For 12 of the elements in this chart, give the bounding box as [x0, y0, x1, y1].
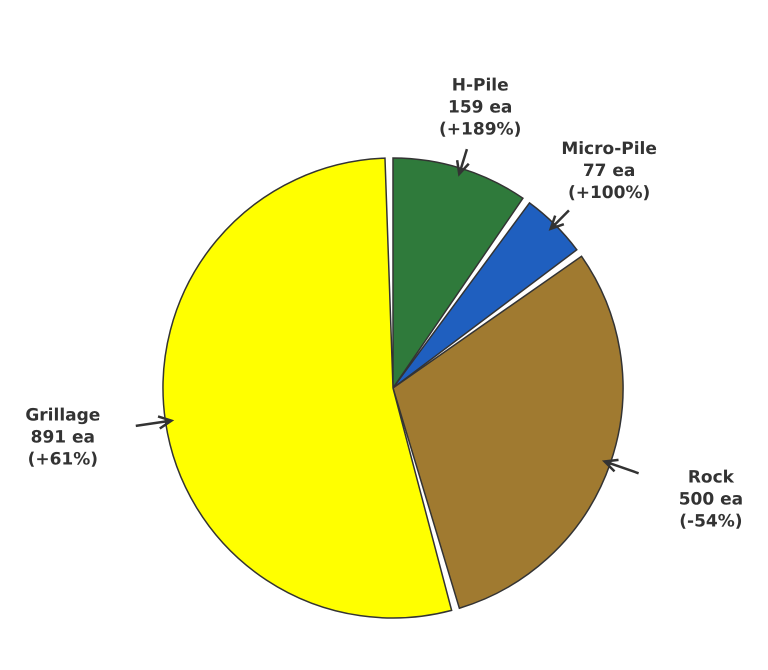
data-label: 159 ea	[448, 97, 512, 118]
data-label: 891 ea	[30, 428, 96, 448]
text: (+189%)	[439, 119, 522, 140]
slice-label: H-Pile	[452, 75, 509, 96]
text: (-54%)	[679, 511, 743, 532]
slice-label: Rock	[688, 467, 735, 488]
slice-label: Micro-Pile	[561, 138, 657, 159]
legend-label: Grillage	[25, 406, 100, 426]
text: (+61%)	[28, 450, 98, 470]
data-label: 77 ea	[582, 160, 636, 181]
text: (+100%)	[568, 182, 650, 203]
data-label: 500 ea	[678, 489, 744, 510]
